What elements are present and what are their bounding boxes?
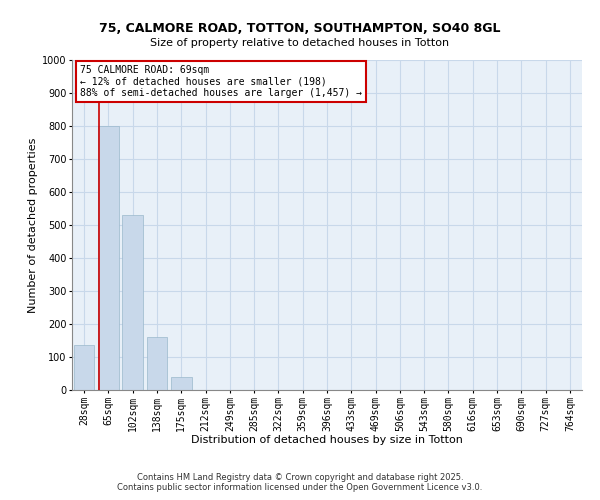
Text: 75 CALMORE ROAD: 69sqm
← 12% of detached houses are smaller (198)
88% of semi-de: 75 CALMORE ROAD: 69sqm ← 12% of detached… (80, 65, 362, 98)
Text: Contains HM Land Registry data © Crown copyright and database right 2025.: Contains HM Land Registry data © Crown c… (137, 474, 463, 482)
Y-axis label: Number of detached properties: Number of detached properties (28, 138, 38, 312)
Text: 75, CALMORE ROAD, TOTTON, SOUTHAMPTON, SO40 8GL: 75, CALMORE ROAD, TOTTON, SOUTHAMPTON, S… (99, 22, 501, 36)
Bar (122, 215, 143, 390)
X-axis label: Distribution of detached houses by size in Totton: Distribution of detached houses by size … (191, 435, 463, 445)
Bar (171, 377, 191, 390)
Bar (74, 346, 94, 390)
Text: Size of property relative to detached houses in Totton: Size of property relative to detached ho… (151, 38, 449, 48)
Bar (98, 126, 119, 390)
Bar (146, 337, 167, 390)
Text: Contains public sector information licensed under the Open Government Licence v3: Contains public sector information licen… (118, 484, 482, 492)
